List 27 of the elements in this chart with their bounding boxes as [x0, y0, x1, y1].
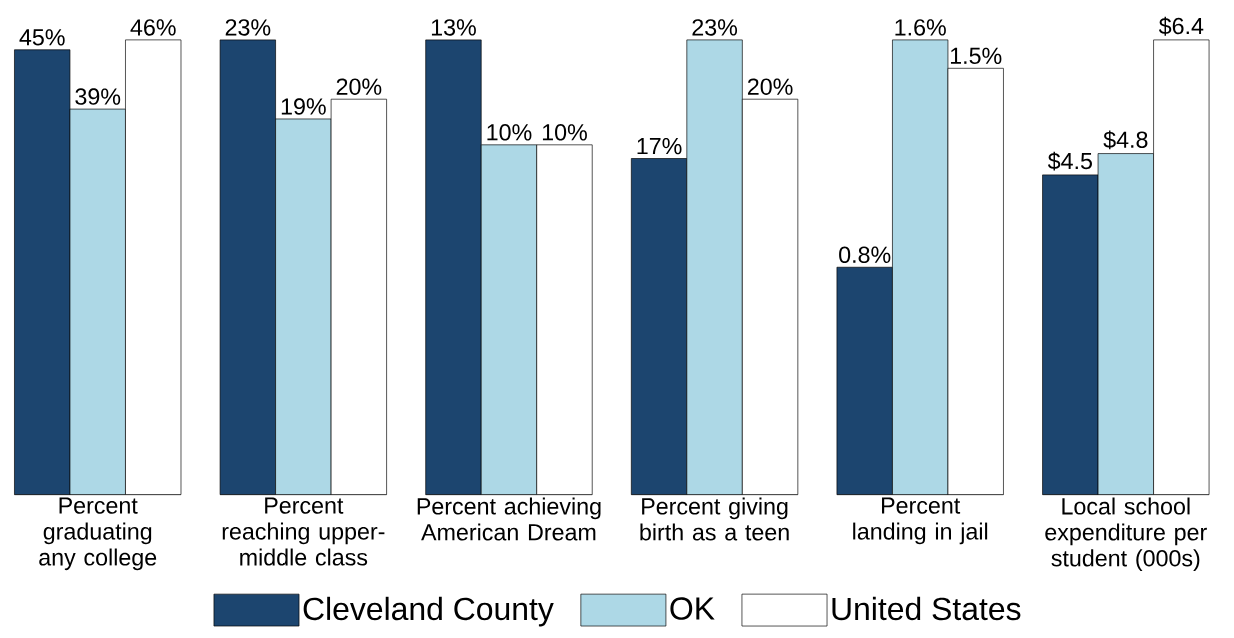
legend-label: Cleveland County	[303, 596, 554, 627]
x-tick-label: Percent giving birth as a teen	[640, 497, 789, 541]
data-label: 19%	[281, 98, 326, 115]
data-label: 1.6%	[895, 19, 946, 36]
legend-label: United States	[832, 596, 1021, 621]
data-label: $4.5	[1047, 151, 1092, 171]
data-label: 23%	[225, 19, 271, 36]
data-label: $6.4	[1158, 16, 1204, 36]
data-label: 10%	[542, 124, 587, 141]
data-label: 20%	[336, 78, 382, 95]
data-label: 45%	[19, 29, 65, 46]
x-tick-label: Percent reaching upper-middle class	[222, 497, 385, 566]
x-tick-label: Percent achieving American Dream	[417, 497, 601, 541]
data-label: 39%	[75, 88, 121, 105]
data-label: 0.8%	[839, 246, 891, 263]
data-label: 13%	[431, 19, 476, 36]
data-label: 23%	[692, 19, 738, 36]
data-label: 46%	[130, 19, 176, 36]
data-label: 20%	[747, 78, 793, 95]
x-tick-label: Percent graduating any college	[39, 497, 157, 571]
x-tick-label: Local school expenditure per student (000s)	[1045, 497, 1207, 571]
data-label: 1.5%	[950, 47, 1002, 64]
data-label: 17%	[637, 137, 682, 155]
data-label: $4.8	[1103, 130, 1148, 150]
legend-label: OK	[670, 597, 715, 620]
data-label: 10%	[487, 124, 532, 141]
x-tick-label: Percent landing in jail	[853, 497, 988, 545]
